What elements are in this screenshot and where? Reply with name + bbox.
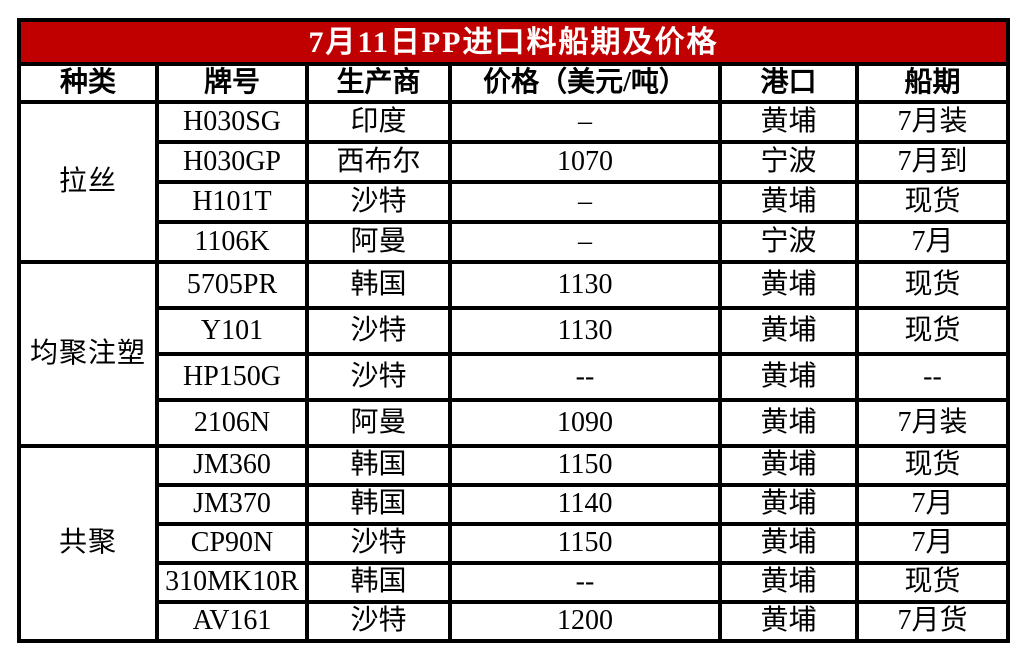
- port-cell: 黄埔: [718, 522, 859, 565]
- producer-cell: 沙特: [305, 306, 452, 356]
- pp-import-price-table: 7月11日PP进口料船期及价格 种类 牌号 生产商 价格（美元/吨） 港口 船期…: [17, 18, 1010, 643]
- port-cell: 黄埔: [718, 180, 859, 224]
- price-cell: 1150: [448, 444, 722, 487]
- producer-cell: 西布尔: [305, 140, 452, 184]
- producer-cell: 印度: [305, 100, 452, 144]
- shipment-cell: 现货: [855, 260, 1010, 310]
- port-cell: 黄埔: [718, 352, 859, 402]
- shipment-cell: 现货: [855, 180, 1010, 224]
- title-row: 7月11日PP进口料船期及价格: [17, 18, 1010, 66]
- price-cell: 1150: [448, 522, 722, 565]
- producer-cell: 沙特: [305, 522, 452, 565]
- column-header-row: 种类 牌号 生产商 价格（美元/吨） 港口 船期: [17, 62, 1010, 104]
- table-title: 7月11日PP进口料船期及价格: [17, 18, 1010, 66]
- category-cell: 共聚: [17, 444, 159, 643]
- producer-cell: 韩国: [305, 260, 452, 310]
- port-cell: 宁波: [718, 220, 859, 264]
- port-cell: 黄埔: [718, 444, 859, 487]
- price-cell: 1130: [448, 260, 722, 310]
- shipment-cell: 7月货: [855, 600, 1010, 643]
- producer-cell: 韩国: [305, 444, 452, 487]
- table-row: CP90N 沙特 1150 黄埔 7月: [19, 522, 1010, 565]
- grade-cell: H101T: [155, 180, 309, 224]
- table-row: AV161 沙特 1200 黄埔 7月货: [19, 600, 1010, 643]
- producer-cell: 沙特: [305, 180, 452, 224]
- shipment-cell: 7月: [855, 483, 1010, 526]
- price-cell: –: [448, 100, 722, 144]
- table-row: JM370 韩国 1140 黄埔 7月: [19, 483, 1010, 526]
- price-cell: --: [448, 352, 722, 402]
- port-cell: 黄埔: [718, 561, 859, 604]
- price-cell: 1070: [448, 140, 722, 184]
- grade-cell: HP150G: [155, 352, 309, 402]
- category-cell: 均聚注塑: [17, 260, 159, 448]
- producer-cell: 沙特: [305, 600, 452, 643]
- price-cell: 1130: [448, 306, 722, 356]
- col-header-price: 价格（美元/吨）: [448, 62, 722, 104]
- price-cell: --: [448, 561, 722, 604]
- price-cell: 1140: [448, 483, 722, 526]
- grade-cell: 1106K: [155, 220, 309, 264]
- port-cell: 黄埔: [718, 398, 859, 448]
- producer-cell: 阿曼: [305, 220, 452, 264]
- table-row: 2106N 阿曼 1090 黄埔 7月装: [19, 398, 1010, 448]
- shipment-cell: 现货: [855, 306, 1010, 356]
- producer-cell: 韩国: [305, 561, 452, 604]
- port-cell: 黄埔: [718, 600, 859, 643]
- col-header-port: 港口: [718, 62, 859, 104]
- shipment-cell: --: [855, 352, 1010, 402]
- table-row: 1106K 阿曼 – 宁波 7月: [19, 220, 1010, 264]
- table-row: 310MK10R 韩国 -- 黄埔 现货: [19, 561, 1010, 604]
- shipment-cell: 7月: [855, 220, 1010, 264]
- price-cell: 1200: [448, 600, 722, 643]
- table-row: 共聚 JM360 韩国 1150 黄埔 现货: [17, 444, 1010, 643]
- grade-cell: JM360: [155, 444, 309, 487]
- col-header-producer: 生产商: [305, 62, 452, 104]
- producer-cell: 韩国: [305, 483, 452, 526]
- port-cell: 黄埔: [718, 306, 859, 356]
- grade-cell: Y101: [155, 306, 309, 356]
- grade-cell: AV161: [155, 600, 309, 643]
- shipment-cell: 现货: [855, 561, 1010, 604]
- grade-cell: JM370: [155, 483, 309, 526]
- shipment-cell: 7月: [855, 522, 1010, 565]
- price-cell: –: [448, 180, 722, 224]
- table-row: 均聚注塑 5705PR 韩国 1130 黄埔 现货: [17, 260, 1010, 448]
- price-cell: –: [448, 220, 722, 264]
- grade-cell: H030SG: [155, 100, 309, 144]
- grade-cell: CP90N: [155, 522, 309, 565]
- grade-cell: 310MK10R: [155, 561, 309, 604]
- table-row: HP150G 沙特 -- 黄埔 --: [19, 352, 1010, 402]
- producer-cell: 沙特: [305, 352, 452, 402]
- col-header-grade: 牌号: [155, 62, 309, 104]
- col-header-shipment: 船期: [855, 62, 1010, 104]
- shipment-cell: 现货: [855, 444, 1010, 487]
- shipment-cell: 7月装: [855, 100, 1010, 144]
- grade-cell: H030GP: [155, 140, 309, 184]
- price-cell: 1090: [448, 398, 722, 448]
- category-cell: 拉丝: [17, 100, 159, 264]
- port-cell: 黄埔: [718, 483, 859, 526]
- grade-cell: 5705PR: [155, 260, 309, 310]
- port-cell: 黄埔: [718, 260, 859, 310]
- table-row: H101T 沙特 – 黄埔 现货: [19, 180, 1010, 224]
- table-row: H030GP 西布尔 1070 宁波 7月到: [19, 140, 1010, 184]
- grade-cell: 2106N: [155, 398, 309, 448]
- port-cell: 黄埔: [718, 100, 859, 144]
- shipment-cell: 7月装: [855, 398, 1010, 448]
- producer-cell: 阿曼: [305, 398, 452, 448]
- port-cell: 宁波: [718, 140, 859, 184]
- shipment-cell: 7月到: [855, 140, 1010, 184]
- col-header-category: 种类: [17, 62, 159, 104]
- table-row: Y101 沙特 1130 黄埔 现货: [19, 306, 1010, 356]
- table-row: 拉丝 H030SG 印度 – 黄埔 7月装: [17, 100, 1010, 264]
